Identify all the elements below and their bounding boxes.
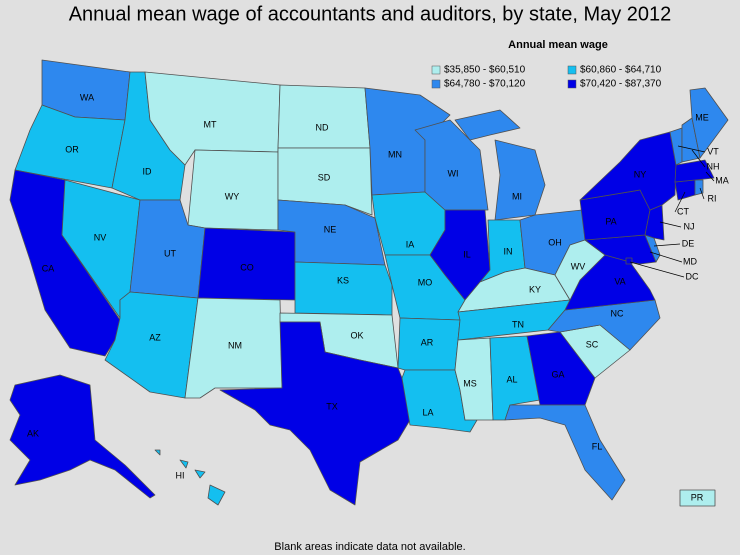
state-label: CT — [677, 206, 689, 216]
state-label: IL — [463, 249, 471, 259]
state — [9, 374, 156, 499]
state-label: SC — [586, 339, 599, 349]
state-label: ID — [143, 166, 153, 176]
state — [184, 297, 283, 399]
leader-line — [699, 187, 705, 200]
legend-swatch — [567, 79, 577, 89]
state — [625, 257, 633, 265]
state-label: HI — [176, 470, 185, 480]
state-label: WA — [80, 92, 94, 102]
state-label: KS — [337, 275, 349, 285]
state-label: PA — [605, 216, 616, 226]
state-label: GA — [551, 369, 564, 379]
legend-label: $60,860 - $64,710 — [580, 65, 662, 76]
state-label: LA — [422, 407, 433, 417]
state-label: MO — [418, 277, 433, 287]
state-label: FL — [592, 441, 603, 451]
state-label: UT — [164, 248, 176, 258]
state — [219, 321, 411, 506]
state-label: SD — [318, 172, 331, 182]
state-label: NH — [707, 161, 720, 171]
title: Annual mean wage of accountants and audi… — [69, 3, 672, 25]
leader-line — [677, 145, 706, 153]
state — [187, 149, 279, 231]
state-label: OR — [65, 144, 79, 154]
legend-label: $35,850 - $60,510 — [444, 65, 526, 76]
state-label: TX — [326, 401, 338, 411]
state-label: AR — [421, 337, 434, 347]
footnote: Blank areas indicate data not available. — [274, 541, 465, 553]
state-label: RI — [708, 193, 717, 203]
state-label: TN — [512, 319, 524, 329]
state-label: WY — [225, 191, 240, 201]
state-label: ME — [695, 112, 709, 122]
state — [429, 209, 491, 301]
state-label: AL — [506, 374, 517, 384]
legend-label: $70,420 - $87,370 — [580, 79, 662, 90]
state-label: MA — [715, 175, 729, 185]
state-label: PR — [691, 492, 704, 502]
state-label: DC — [686, 271, 699, 281]
state — [689, 87, 729, 159]
state-label: OK — [350, 330, 363, 340]
state-label: KY — [529, 284, 541, 294]
legend-swatch — [431, 65, 441, 75]
state-label: CA — [42, 263, 55, 273]
state-label: OH — [548, 237, 562, 247]
leader-line — [691, 149, 706, 168]
leader-line — [674, 191, 686, 213]
state — [679, 489, 716, 507]
state-label: MD — [683, 256, 697, 266]
legend-label: $64,780 - $70,120 — [444, 79, 526, 90]
state — [504, 404, 626, 501]
state-label: AZ — [149, 332, 161, 342]
state — [154, 449, 226, 506]
state-label: NV — [94, 232, 107, 242]
legend-title: Annual mean wage — [508, 39, 608, 51]
state-label: IN — [504, 246, 513, 256]
state-label: VA — [614, 276, 625, 286]
state — [277, 84, 371, 149]
state — [526, 331, 596, 406]
state-label: MS — [463, 378, 477, 388]
legend: $35,850 - $60,510 $60,860 - $64,710 $64,78… — [431, 65, 662, 90]
legend-swatch — [567, 65, 577, 75]
legend-swatch — [431, 79, 441, 89]
state-label: MI — [512, 191, 522, 201]
state-label: AK — [27, 428, 39, 438]
state-label: VT — [707, 146, 719, 156]
state-label: MN — [388, 149, 402, 159]
state-label: WV — [571, 261, 586, 271]
state-label: CO — [240, 262, 254, 272]
state — [294, 261, 393, 316]
state-label: MT — [204, 119, 217, 129]
state-label: NY — [634, 169, 647, 179]
leader-line — [653, 243, 681, 247]
leader-line — [629, 261, 685, 278]
leader-line — [649, 251, 683, 263]
state-label: IA — [406, 239, 415, 249]
state-label: NE — [324, 224, 337, 234]
leader-line — [705, 171, 715, 182]
state-label: DE — [682, 238, 695, 248]
state-label: NC — [611, 308, 624, 318]
states: WA OR CA NV ID MT WY UT AZ CO NM ND SD NE KS OK TX MN IA MO… — [9, 59, 729, 507]
leader-line — [659, 221, 682, 228]
state-label: ND — [316, 122, 329, 132]
state-label: NJ — [684, 221, 695, 231]
state-label: WI — [448, 168, 459, 178]
state — [277, 147, 373, 216]
state-label: NM — [228, 340, 242, 350]
